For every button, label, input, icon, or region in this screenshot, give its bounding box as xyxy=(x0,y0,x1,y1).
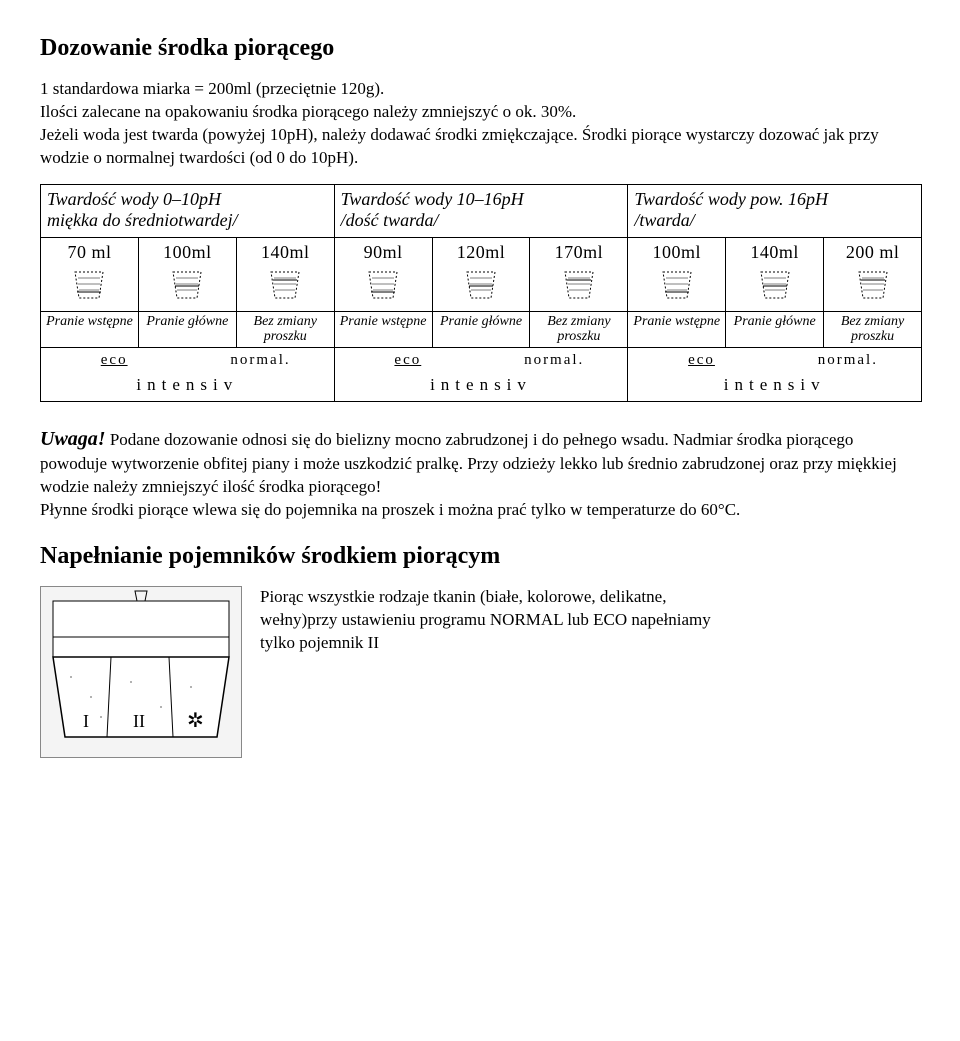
table-header: Twardość wody pow. 16pH /twarda/ xyxy=(628,185,921,238)
cup-icon xyxy=(660,270,694,300)
cup-icon xyxy=(72,270,106,300)
mode-group: eco normal. xyxy=(628,348,921,372)
wash-label: Pranie główne xyxy=(139,312,237,347)
volume-value: 70 ml xyxy=(45,240,134,264)
volume-value: 140ml xyxy=(730,240,819,264)
volume-cell: 100ml xyxy=(139,238,237,312)
volume-value: 170ml xyxy=(534,240,623,264)
table-header: Twardość wody 0–10pH miękka do średniotw… xyxy=(41,185,335,238)
wash-label: Bez zmiany proszku xyxy=(530,312,628,347)
cup-icon xyxy=(268,270,302,300)
mode-eco: eco xyxy=(41,348,187,372)
cup-icon xyxy=(758,270,792,300)
mode-intensiv: intensiv xyxy=(628,372,921,401)
volume-cell: 100ml xyxy=(628,238,726,312)
mode-group: eco normal. xyxy=(41,348,335,372)
volume-value: 100ml xyxy=(143,240,232,264)
volume-value: 140ml xyxy=(241,240,330,264)
mode-normal: normal. xyxy=(187,348,333,372)
cup-icon xyxy=(464,270,498,300)
wash-label: Bez zmiany proszku xyxy=(824,312,921,347)
volume-cell: 120ml xyxy=(433,238,531,312)
warning-text: Podane dozowanie odnosi się do bielizny … xyxy=(40,430,897,519)
mode-intensiv: intensiv xyxy=(335,372,629,401)
cup-icon xyxy=(170,270,204,300)
wash-label: Pranie główne xyxy=(433,312,531,347)
wash-label: Bez zmiany proszku xyxy=(237,312,335,347)
volume-cell: 70 ml xyxy=(41,238,139,312)
table-header: Twardość wody 10–16pH /dość twarda/ xyxy=(335,185,629,238)
mode-intensiv: intensiv xyxy=(41,372,335,401)
heading-filling: Napełnianie pojemników środkiem piorącym xyxy=(40,540,920,572)
warning-label: Uwaga! xyxy=(40,428,106,450)
detergent-drawer-illustration: I II ✲ xyxy=(40,586,242,758)
cup-icon xyxy=(562,270,596,300)
mode-normal: normal. xyxy=(775,348,921,372)
paragraph-dosage-intro: 1 standardowa miarka = 200ml (przeciętni… xyxy=(40,78,920,170)
filling-section: I II ✲ Piorąc wszystkie rodzaje tkanin (… xyxy=(40,586,920,758)
volume-cell: 200 ml xyxy=(824,238,921,312)
volume-cell: 140ml xyxy=(237,238,335,312)
volume-cell: 90ml xyxy=(335,238,433,312)
mode-eco: eco xyxy=(628,348,774,372)
warning-paragraph: Uwaga! Podane dozowanie odnosi się do bi… xyxy=(40,426,920,522)
heading-dosage: Dozowanie środka piorącego xyxy=(40,32,920,64)
volume-cell: 170ml xyxy=(530,238,628,312)
wash-label: Pranie wstępne xyxy=(628,312,726,347)
wash-label: Pranie wstępne xyxy=(41,312,139,347)
wash-label: Pranie wstępne xyxy=(335,312,433,347)
volume-value: 120ml xyxy=(437,240,526,264)
dosage-table: Twardość wody 0–10pH miękka do średniotw… xyxy=(40,184,922,402)
volume-value: 200 ml xyxy=(828,240,917,264)
filling-instructions: Piorąc wszystkie rodzaje tkanin (białe, … xyxy=(260,586,740,655)
mode-eco: eco xyxy=(335,348,481,372)
compartment-label-flower: ✲ xyxy=(187,710,204,732)
mode-normal: normal. xyxy=(481,348,627,372)
compartment-label-1: I xyxy=(83,711,89,731)
cup-icon xyxy=(366,270,400,300)
cup-icon xyxy=(856,270,890,300)
volume-cell: 140ml xyxy=(726,238,824,312)
compartment-label-2: II xyxy=(133,711,145,731)
wash-label: Pranie główne xyxy=(726,312,824,347)
volume-value: 100ml xyxy=(632,240,721,264)
volume-value: 90ml xyxy=(339,240,428,264)
mode-group: eco normal. xyxy=(335,348,629,372)
